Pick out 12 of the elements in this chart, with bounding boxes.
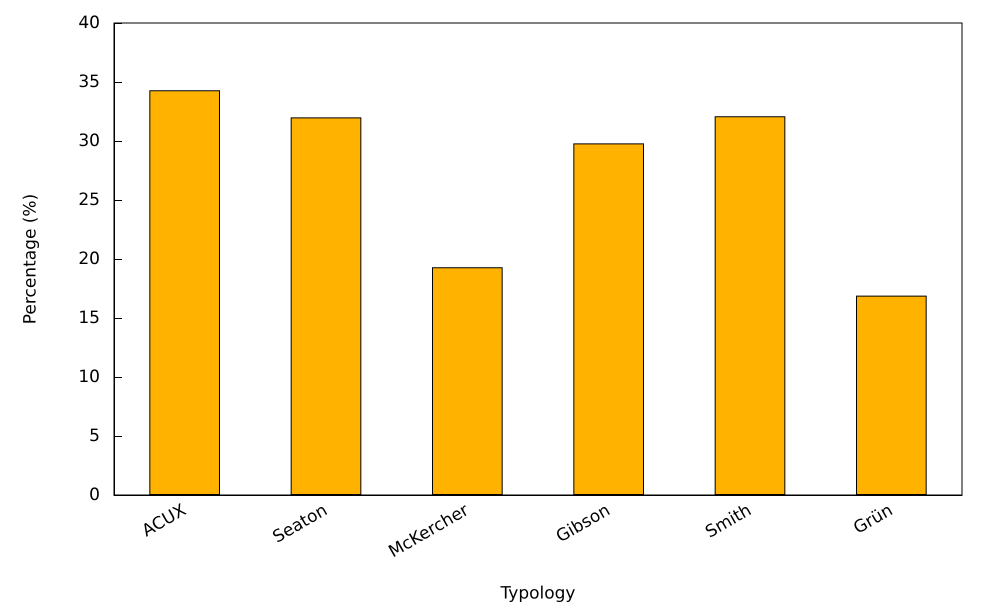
y-tick-label: 0 — [89, 485, 100, 505]
y-tick-label: 10 — [78, 367, 100, 387]
y-tick-label: 30 — [78, 131, 100, 151]
y-tick-label: 25 — [78, 190, 100, 210]
x-axis-title: Typology — [500, 584, 576, 604]
y-tick-label: 40 — [78, 13, 100, 33]
y-tick-label: 35 — [78, 72, 100, 92]
y-tick-label: 15 — [78, 308, 100, 328]
y-tick-label: 5 — [89, 426, 100, 446]
y-tick-label: 20 — [78, 249, 100, 269]
x-tick-label: Grün — [850, 500, 896, 539]
y-axis-title: Percentage (%) — [20, 194, 40, 324]
